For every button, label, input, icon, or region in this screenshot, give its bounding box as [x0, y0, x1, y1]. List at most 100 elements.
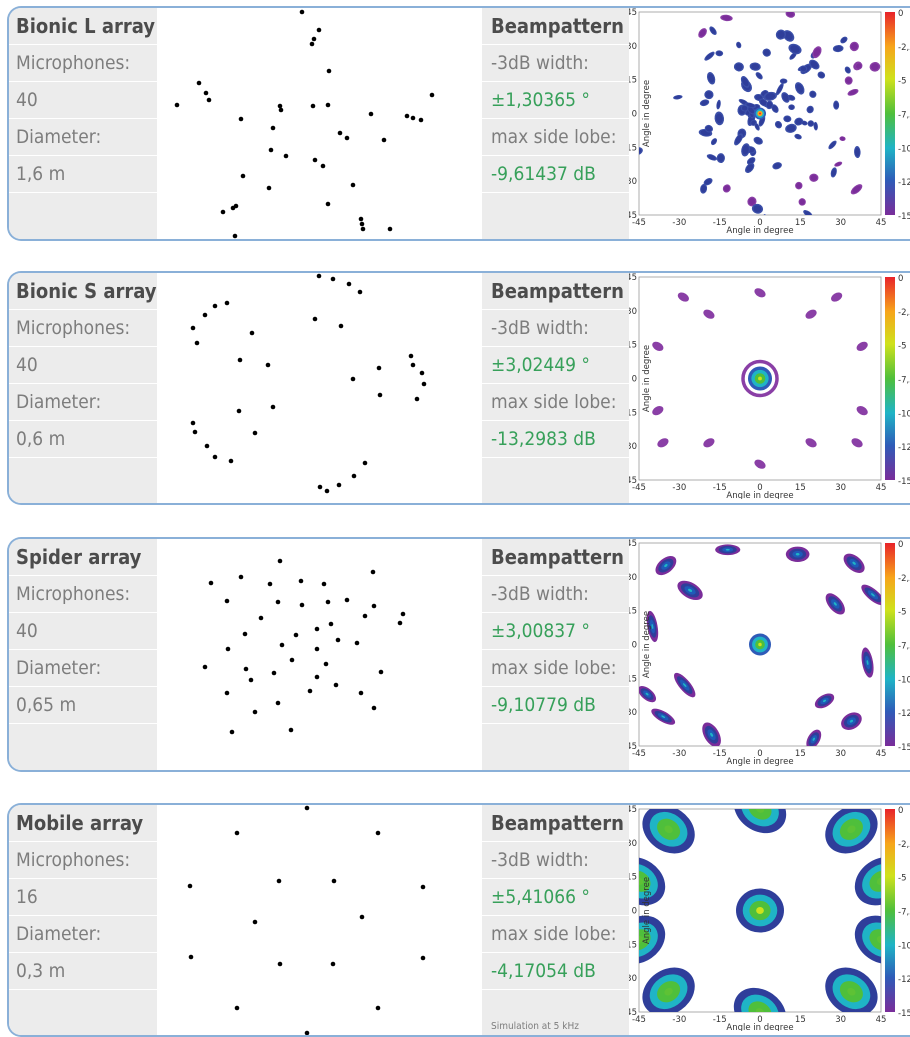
x-tick-label: 30: [835, 218, 846, 228]
microphone-dot: [206, 97, 212, 103]
microphones-label: Microphones:: [9, 842, 157, 879]
microphone-dot: [309, 41, 315, 47]
colorbar-tick-label: -12,5: [898, 709, 910, 719]
microphone-dot: [312, 157, 318, 163]
microphone-dot: [238, 574, 244, 580]
y-tick-label: 15: [629, 873, 637, 883]
microphone-dot: [243, 666, 249, 672]
microphone-dot: [248, 677, 254, 683]
microphone-dot: [335, 637, 341, 643]
colorbar-tick-label: -7,5: [898, 642, 910, 652]
side-lobe: [754, 137, 762, 144]
beampattern-plot: -45 -30 -15 0 15 30 45 45 30 15 0 -15 -30 -45 Angle in…: [629, 273, 910, 503]
colorbar-tick-label: -5: [898, 77, 906, 87]
x-tick-label: 0: [757, 218, 762, 228]
x-tick-label: 0: [757, 483, 762, 493]
side-lobe: [765, 93, 776, 100]
microphone-dot: [381, 137, 387, 143]
side-lobe: [856, 341, 868, 351]
microphone-dot: [224, 300, 230, 306]
side-lobe: [831, 292, 843, 302]
diameter-value: 1,6 m: [9, 156, 157, 193]
y-tick-label: 45: [629, 805, 637, 815]
microphone-dot: [289, 657, 295, 663]
colorbar-tick-label: -5: [898, 342, 906, 352]
side-lobe: [756, 73, 762, 79]
microphone-dot: [234, 1005, 240, 1011]
side-lobe: [841, 37, 847, 43]
microphone-dot: [320, 163, 326, 169]
diameter-label: Diameter:: [9, 916, 157, 953]
side-lobe-value: -4,17054 dB: [482, 953, 629, 990]
x-tick-label: 15: [795, 1015, 806, 1025]
side-lobe: [814, 123, 818, 130]
microphone-dot: [316, 27, 322, 33]
side-lobe: [711, 139, 717, 145]
microphone-dot: [354, 640, 360, 646]
side-lobe: [753, 205, 762, 213]
side-lobe: [847, 825, 856, 834]
x-tick-label: 45: [876, 483, 887, 493]
microphone-dot: [224, 690, 230, 696]
microphones-count: 16: [9, 879, 157, 916]
side-lobe: [664, 825, 673, 834]
colorbar-tick-label: -15: [898, 1009, 910, 1019]
side-lobe: [851, 438, 863, 448]
colorbar-tick-label: -10: [898, 675, 910, 685]
side-lobe-label: max side lobe:: [482, 916, 629, 953]
microphone-dot: [326, 68, 332, 74]
microphone-dot: [419, 370, 425, 376]
side-lobe: [871, 593, 875, 597]
side-lobe-value: -9,10779 dB: [482, 687, 629, 724]
side-lobe: [657, 438, 669, 448]
side-lobe: [661, 715, 666, 718]
side-lobe: [735, 135, 742, 144]
side-lobe: [840, 136, 845, 141]
side-lobe: [800, 66, 807, 72]
side-lobe: [807, 106, 813, 113]
side-lobe: [755, 123, 759, 130]
side-lobe: [715, 113, 723, 124]
x-tick-label: 30: [835, 483, 846, 493]
side-lobe: [701, 185, 707, 193]
colorbar-tick-label: -7,5: [898, 111, 910, 121]
x-axis-label: Angle in degree: [726, 757, 793, 766]
microphone-dot: [316, 273, 322, 279]
array-info: Mobile array Microphones: 16 Diameter: 0…: [9, 805, 157, 1035]
microphone-dot: [360, 226, 366, 232]
side-lobe: [784, 116, 791, 122]
y-tick-label: -45: [629, 211, 637, 221]
side-lobe: [784, 31, 793, 41]
microphones-label: Microphones:: [9, 310, 157, 347]
width-value: ±1,30365 °: [482, 82, 629, 119]
side-lobe: [775, 122, 782, 128]
microphone-dot: [371, 705, 377, 711]
array-title: Bionic S array: [9, 273, 157, 310]
beampattern-title: Beampattern: [482, 805, 629, 842]
side-lobe: [834, 101, 839, 109]
side-lobe: [701, 100, 708, 106]
side-lobe: [795, 553, 800, 556]
microphone-dot: [192, 429, 198, 435]
microphone-dot: [299, 9, 305, 15]
microphone-dot: [212, 454, 218, 460]
side-lobe: [790, 53, 796, 59]
diameter-label: Diameter:: [9, 650, 157, 687]
side-lobe: [651, 623, 654, 629]
microphone-dot: [344, 597, 350, 603]
side-lobe: [762, 216, 766, 226]
microphone-dot: [325, 201, 331, 207]
side-lobe: [639, 863, 658, 899]
y-axis-label: Angle in degree: [642, 611, 652, 678]
colorbar-tick-label: -15: [898, 477, 910, 487]
microphone-dot: [275, 599, 281, 605]
microphone-dot: [187, 883, 193, 889]
microphone-dot: [288, 727, 294, 733]
y-axis-label: Angle in degree: [642, 80, 652, 147]
side-lobe: [754, 459, 766, 469]
diameter-value: 0,3 m: [9, 953, 157, 990]
side-lobe: [652, 406, 664, 416]
microphone-layout: [157, 8, 482, 239]
side-lobe: [748, 1001, 772, 1012]
y-tick-label: 0: [632, 375, 637, 385]
